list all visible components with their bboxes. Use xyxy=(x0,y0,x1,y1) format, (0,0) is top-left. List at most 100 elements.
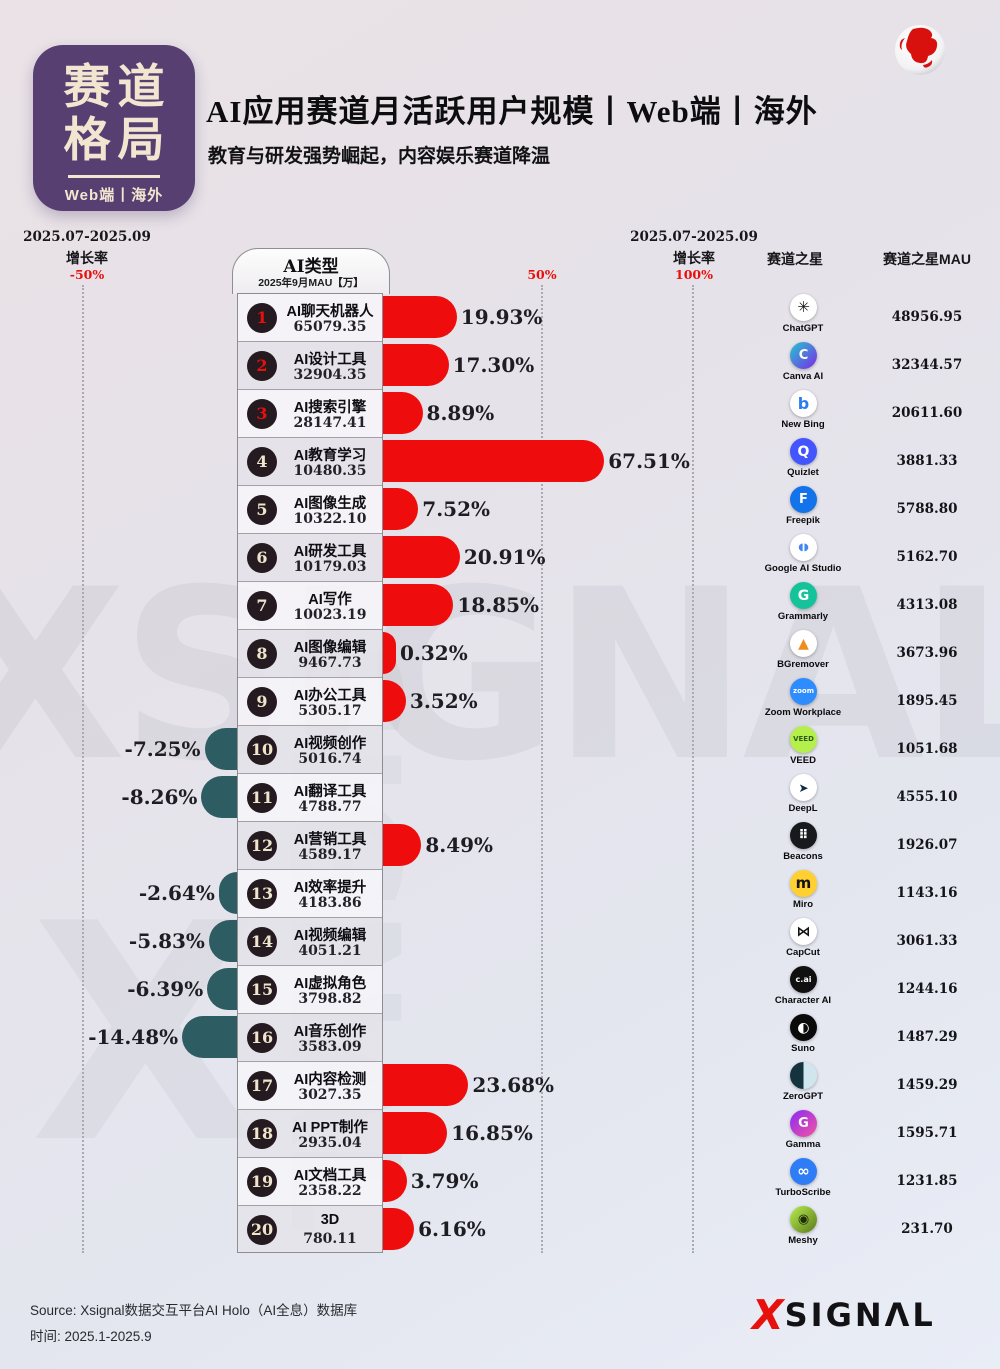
growth-label: 16.85% xyxy=(451,1121,533,1145)
category-mau-value: 65079.35 xyxy=(293,319,367,335)
category-mau-value: 10179.03 xyxy=(293,559,367,575)
star-app-mau: 4555.10 xyxy=(896,789,958,805)
category-cell: 6 AI研发工具 10179.03 xyxy=(237,533,383,581)
growth-label: -7.25% xyxy=(124,737,201,761)
brand-badge-line1: 赛道 xyxy=(63,60,172,115)
growth-bar-positive xyxy=(383,680,406,722)
star-app-name: Quizlet xyxy=(787,467,819,478)
star-app-mau: 1459.29 xyxy=(896,1077,958,1093)
category-name: AI视频编辑 xyxy=(293,928,367,944)
category-cell: 13 AI效率提升 4183.86 xyxy=(237,869,383,917)
growth-label: -8.26% xyxy=(121,785,198,809)
growth-bar-positive xyxy=(383,536,460,578)
category-mau-value: 780.11 xyxy=(303,1231,357,1247)
xsignal-logo: X SIGNΛL xyxy=(752,1291,936,1339)
gamma-icon: G xyxy=(790,1110,817,1137)
rank-badge: 18 xyxy=(247,1119,277,1149)
star-app-name: Character AI xyxy=(774,995,832,1006)
growth-label: -5.83% xyxy=(128,929,205,953)
category-mau-value: 32904.35 xyxy=(293,367,367,383)
category-cell: 19 AI文档工具 2358.22 xyxy=(237,1157,383,1205)
canva-ai-icon: C xyxy=(790,342,817,369)
category-mau-value: 4788.77 xyxy=(298,799,362,815)
star-app-mau: 4313.08 xyxy=(896,597,958,613)
star-app-mau: 1051.68 xyxy=(896,741,958,757)
star-app-mau: 3061.33 xyxy=(896,933,958,949)
growth-bar-positive xyxy=(383,824,422,866)
star-app-name: VEED xyxy=(790,755,816,766)
category-cell: 7 AI写作 10023.19 xyxy=(237,581,383,629)
category-table-header: AI类型 2025年9月MAU【万】 xyxy=(232,248,390,294)
category-name: AI研发工具 xyxy=(293,544,367,560)
star-app-name: Google AI Studio xyxy=(764,563,842,574)
rank-badge: 7 xyxy=(247,591,277,621)
category-name: AI教育学习 xyxy=(293,448,367,464)
category-cell: 12 AI营销工具 4589.17 xyxy=(237,821,383,869)
star-app-name: DeepL xyxy=(788,803,818,814)
left-axis-period: 2025.07-2025.09 xyxy=(23,229,151,245)
growth-label: 67.51% xyxy=(608,449,690,473)
category-cell: 9 AI办公工具 5305.17 xyxy=(237,677,383,725)
star-app-name: BGremover xyxy=(777,659,829,670)
grammarly-icon: G xyxy=(790,582,817,609)
category-name: AI营销工具 xyxy=(293,832,367,848)
growth-bar-positive xyxy=(383,584,454,626)
page-title: AI应用赛道月活跃用户规模丨Web端丨海外 xyxy=(206,94,818,129)
right-axis-period: 2025.07-2025.09 xyxy=(630,229,758,245)
category-mau-value: 3583.09 xyxy=(298,1039,362,1055)
chatgpt-icon: ✳ xyxy=(790,294,817,321)
left-axis-label: 增长率 xyxy=(66,250,108,266)
category-cell: 15 AI虚拟角色 3798.82 xyxy=(237,965,383,1013)
growth-bar-positive xyxy=(383,440,605,482)
growth-label: 8.49% xyxy=(425,833,494,857)
rank-badge: 5 xyxy=(247,495,277,525)
star-app-name: ZeroGPT xyxy=(782,1091,824,1102)
character-ai-icon: c.ai xyxy=(790,966,817,993)
brand-badge-subtitle: Web端丨海外 xyxy=(64,187,164,204)
category-name: AI内容检测 xyxy=(293,1072,367,1088)
category-name: AI音乐创作 xyxy=(293,1024,367,1040)
growth-bar-negative xyxy=(182,1016,237,1058)
category-cell: 11 AI翻译工具 4788.77 xyxy=(237,773,383,821)
star-app-mau: 1895.45 xyxy=(896,693,958,709)
time-note: 时间: 2025.1-2025.9 xyxy=(30,1329,152,1344)
source-note: Source: Xsignal数据交互平台AI Holo（AI全息）数据库 xyxy=(30,1303,358,1318)
growth-bar-negative xyxy=(207,968,237,1010)
star-app-mau: 1143.16 xyxy=(896,885,958,901)
star-app-name: Suno xyxy=(791,1043,815,1054)
star-app-name: Meshy xyxy=(788,1235,818,1246)
rank-badge: 13 xyxy=(247,879,277,909)
category-cell: 20 3D 780.11 xyxy=(237,1205,383,1253)
left-axis-tick: -50% xyxy=(69,267,105,282)
rank-badge: 6 xyxy=(247,543,277,573)
brand-badge-line2: 格局 xyxy=(63,113,172,168)
category-cell: 14 AI视频编辑 4051.21 xyxy=(237,917,383,965)
growth-bar-positive xyxy=(383,296,457,338)
rank-badge: 15 xyxy=(247,975,277,1005)
rank-badge: 20 xyxy=(247,1215,277,1245)
growth-label: 17.30% xyxy=(452,353,535,377)
rank-badge: 8 xyxy=(247,639,277,669)
category-name: AI翻译工具 xyxy=(293,784,367,800)
mid-axis-tick: 50% xyxy=(527,267,557,282)
category-mau-value: 4183.86 xyxy=(298,895,362,911)
category-name: AI图像生成 xyxy=(293,496,367,512)
category-mau-value: 4051.21 xyxy=(298,943,362,959)
growth-label: -14.48% xyxy=(88,1025,179,1049)
rank-badge: 10 xyxy=(247,735,277,765)
category-name: AI视频创作 xyxy=(293,736,367,752)
gridline-50 xyxy=(541,285,543,1253)
star-app-mau: 1595.71 xyxy=(896,1125,958,1141)
suno-icon: ◐ xyxy=(790,1014,817,1041)
capcut-icon: ⋈ xyxy=(790,918,817,945)
bgremover-icon: ▲ xyxy=(790,630,817,657)
right-axis-label: 增长率 xyxy=(673,250,715,266)
category-cell: 8 AI图像编辑 9467.73 xyxy=(237,629,383,677)
star-app-mau: 3673.96 xyxy=(896,645,958,661)
category-name: AI虚拟角色 xyxy=(293,976,367,992)
deepl-icon: ➤ xyxy=(790,774,817,801)
star-app-name: Gamma xyxy=(785,1139,821,1150)
miro-icon: m xyxy=(790,870,817,897)
xsignal-logo-x: X xyxy=(752,1291,784,1339)
star-app-name: Canva AI xyxy=(782,371,824,382)
